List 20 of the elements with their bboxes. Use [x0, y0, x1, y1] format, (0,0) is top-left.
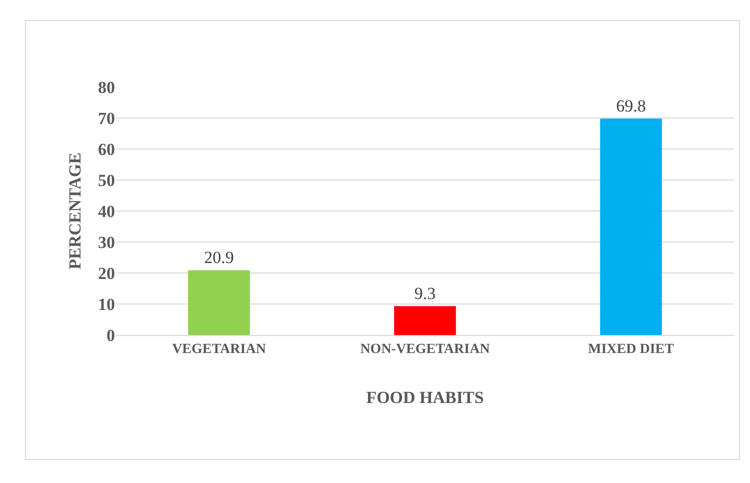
x-tick-label: VEGETARIAN: [172, 342, 266, 357]
y-tick-label: 0: [106, 326, 115, 345]
x-tick-label: NON-VEGETARIAN: [360, 342, 490, 357]
data-label: 9.3: [414, 284, 436, 304]
data-label: 69.8: [616, 96, 646, 116]
y-tick-label: 60: [98, 140, 115, 159]
bar: [188, 270, 250, 335]
y-tick-label: 20: [98, 264, 115, 283]
y-tick-label: 50: [98, 170, 115, 190]
y-tick-label: 10: [98, 294, 115, 314]
y-tick-label: 40: [98, 202, 115, 221]
bar: [600, 118, 662, 335]
y-axis-title: PERCENTAGE: [66, 152, 85, 270]
x-axis-title: FOOD HABITS: [366, 388, 484, 408]
bar: [394, 306, 456, 335]
x-tick-label: MIXED DIET: [588, 342, 675, 357]
data-label: 20.9: [204, 248, 234, 268]
y-tick-label: 70: [98, 108, 115, 128]
y-tick-label: 30: [98, 232, 115, 252]
y-tick-label: 80: [98, 78, 115, 97]
